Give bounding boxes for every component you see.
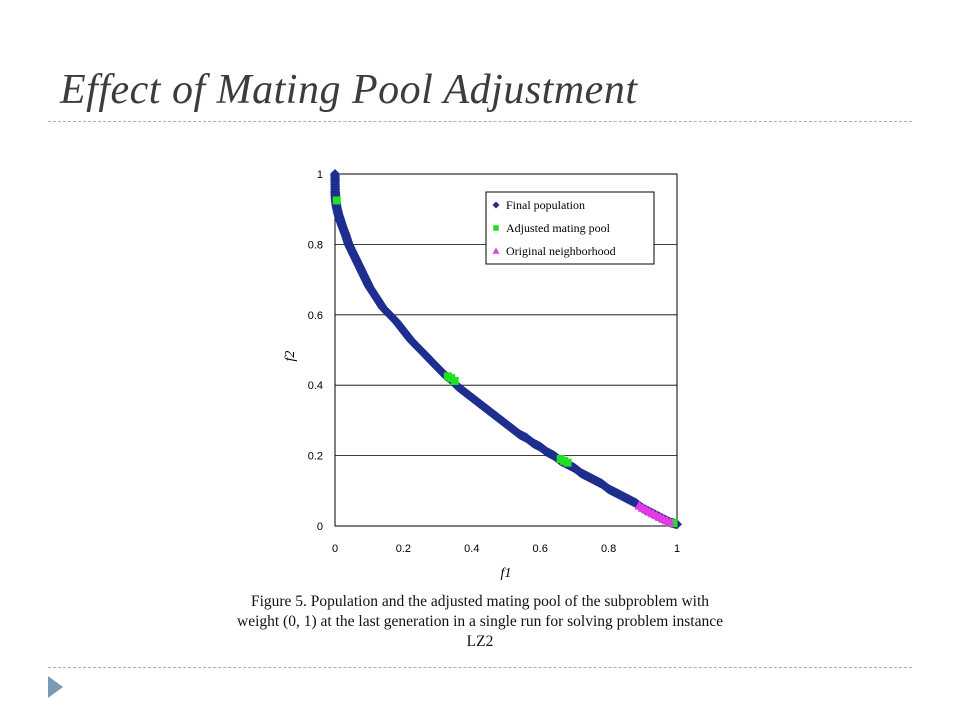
x-tick-label: 1 bbox=[674, 543, 680, 555]
square-point bbox=[450, 376, 459, 385]
figure-caption: Figure 5. Population and the adjusted ma… bbox=[200, 592, 760, 652]
y-tick-label: 0.6 bbox=[308, 310, 323, 322]
caption-line-1: Figure 5. Population and the adjusted ma… bbox=[250, 593, 710, 610]
y-axis: 0 0.2 0.4 0.6 0.8 1 bbox=[308, 169, 323, 533]
chart-container: 0 0.2 0.4 0.6 0.8 1 0 0.2 0.4 0.6 0.8 1 f2 f1 Fina… bbox=[280, 160, 700, 585]
x-tick-label: 0 bbox=[332, 543, 338, 555]
y-tick-label: 0.8 bbox=[308, 239, 323, 251]
y-tick-label: 1 bbox=[317, 169, 323, 181]
footer-divider bbox=[48, 667, 912, 668]
y-axis-label: f2 bbox=[283, 351, 298, 362]
legend-marker bbox=[493, 225, 499, 231]
legend-label: Adjusted mating pool bbox=[506, 221, 611, 235]
triangle-bullet-icon bbox=[48, 676, 63, 698]
data-points bbox=[330, 169, 682, 530]
square-point bbox=[669, 519, 678, 528]
x-tick-label: 0.4 bbox=[464, 543, 479, 555]
y-tick-label: 0 bbox=[317, 521, 323, 533]
slide-title: Effect of Mating Pool Adjustment bbox=[60, 67, 638, 113]
x-tick-label: 0.6 bbox=[533, 543, 548, 555]
legend-marker bbox=[492, 201, 500, 209]
square-point bbox=[563, 458, 572, 467]
legend-marker bbox=[492, 247, 500, 254]
caption-line-2: weight (0, 1) at the last generation in … bbox=[237, 613, 723, 630]
y-tick-label: 0.4 bbox=[308, 380, 323, 392]
legend-label: Final population bbox=[506, 198, 585, 212]
x-axis-label: f1 bbox=[501, 566, 512, 581]
x-tick-label: 0.2 bbox=[396, 543, 411, 555]
x-tick-label: 0.8 bbox=[601, 543, 616, 555]
legend-box bbox=[485, 191, 655, 265]
legend-label: Original neighborhood bbox=[506, 244, 616, 258]
x-axis: 0 0.2 0.4 0.6 0.8 1 bbox=[332, 543, 680, 555]
y-tick-label: 0.2 bbox=[308, 451, 323, 463]
square-point bbox=[332, 196, 341, 205]
original-neighborhood-series bbox=[634, 500, 676, 527]
triangle-point bbox=[665, 517, 676, 527]
adjusted-mating-pool-series bbox=[332, 196, 678, 528]
caption-line-3: LZ2 bbox=[466, 633, 494, 650]
title-divider bbox=[48, 121, 912, 122]
scatter-chart: 0 0.2 0.4 0.6 0.8 1 0 0.2 0.4 0.6 0.8 1 f2 f1 Fina… bbox=[283, 169, 682, 581]
legend: Final population Adjusted mating pool Orig… bbox=[485, 191, 655, 265]
